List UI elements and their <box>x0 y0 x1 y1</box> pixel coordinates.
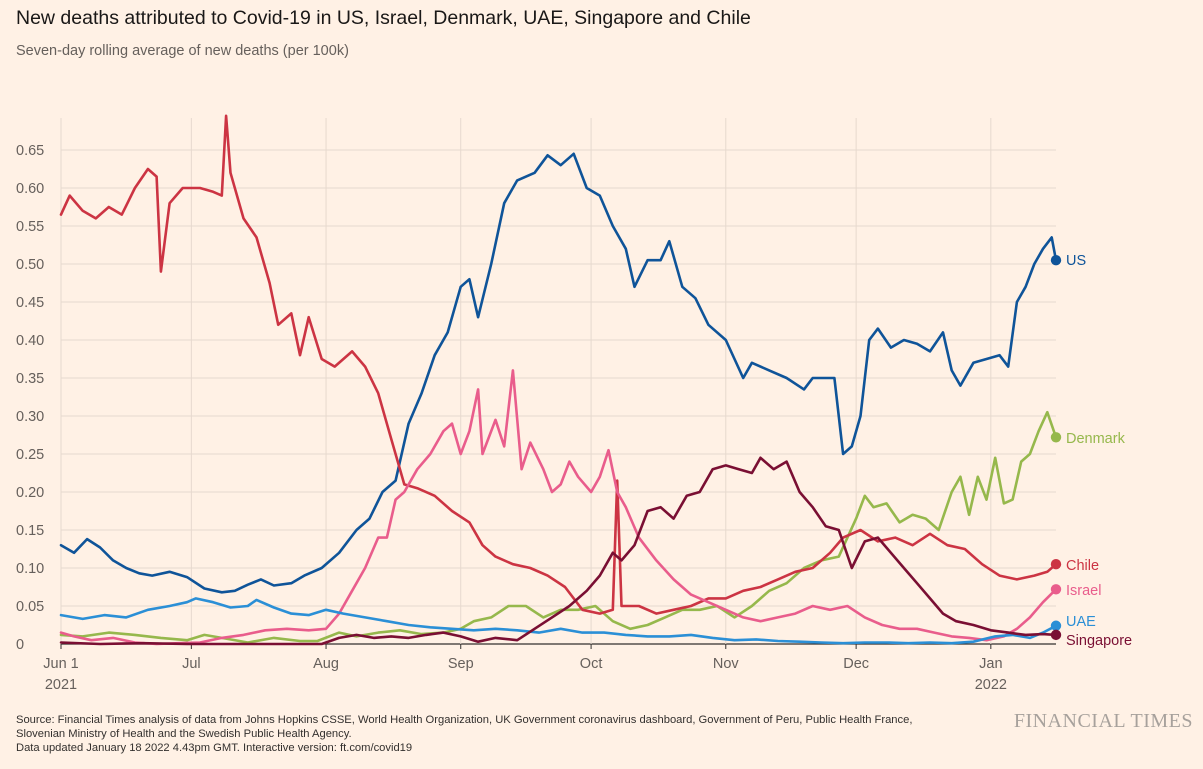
x-tick-label: Dec <box>843 656 869 672</box>
series-label-uae: UAE <box>1066 614 1096 630</box>
y-tick-label: 0.25 <box>16 447 44 463</box>
end-markers <box>1050 255 1062 641</box>
source-note-continued: Slovenian Ministry of Health and the Swe… <box>16 728 352 740</box>
axes: 0 0.05 0.10 0.15 0.20 0.25 0.30 0.35 0.40 0.45 0.5… <box>16 143 1007 693</box>
update-note: Data updated January 18 2022 4.43pm GMT.… <box>16 742 413 754</box>
y-tick-label: 0 <box>16 637 24 653</box>
y-tick-label: 0.20 <box>16 485 44 501</box>
x-tick-year-label: 2022 <box>975 677 1007 693</box>
chart-subtitle: Seven-day rolling average of new deaths … <box>16 43 349 59</box>
source-note: Source: Financial Times analysis of data… <box>16 714 913 726</box>
y-tick-label: 0.60 <box>16 181 44 197</box>
y-tick-label: 0.35 <box>16 371 44 387</box>
y-tick-label: 0.55 <box>16 219 44 235</box>
x-tick-label: Oct <box>580 656 603 672</box>
series-label-singapore: Singapore <box>1066 633 1132 649</box>
series-label-israel: Israel <box>1066 583 1101 599</box>
series-lines <box>59 114 1058 646</box>
series-line-chile <box>59 114 1058 615</box>
y-tick-label: 0.10 <box>16 561 44 577</box>
end-marker-uae <box>1050 620 1062 631</box>
y-tick-label: 0.30 <box>16 409 44 425</box>
x-tick-label: Nov <box>713 656 740 672</box>
x-tick-label: Jan <box>979 656 1002 672</box>
x-tick-label: Aug <box>313 656 339 672</box>
y-tick-label: 0.45 <box>16 295 44 311</box>
y-tick-label: 0.15 <box>16 523 44 539</box>
series-label-chile: Chile <box>1066 558 1099 574</box>
series-line-singapore <box>59 456 1058 646</box>
y-tick-label: 0.05 <box>16 599 44 615</box>
y-tick-label: 0.40 <box>16 333 44 349</box>
end-marker-singapore <box>1050 629 1062 641</box>
series-line-us <box>59 152 1058 594</box>
y-tick-label: 0.65 <box>16 143 44 159</box>
series-line-denmark <box>59 410 1058 644</box>
end-marker-israel <box>1050 584 1062 595</box>
chart-footer: Source: Financial Times analysis of data… <box>16 713 976 755</box>
x-tick-label: Sep <box>448 656 474 672</box>
x-tick-label: Jul <box>182 656 201 672</box>
grid <box>60 118 1056 645</box>
end-marker-chile <box>1050 559 1062 570</box>
chart-title: New deaths attributed to Covid-19 in US,… <box>16 7 751 29</box>
y-tick-label: 0.50 <box>16 257 44 273</box>
x-tick-label: Jun 1 <box>43 656 78 672</box>
ft-logo: FINANCIAL TIMES <box>1013 710 1193 732</box>
x-tick-year-label: 2021 <box>45 677 77 693</box>
series-line-uae <box>59 597 1058 645</box>
series-line-israel <box>59 369 1058 646</box>
series-labels: US Denmark Chile Israel UAE Singapore <box>1066 253 1132 649</box>
series-label-denmark: Denmark <box>1066 431 1126 447</box>
end-marker-denmark <box>1050 432 1062 443</box>
series-label-us: US <box>1066 253 1086 269</box>
end-marker-us <box>1050 255 1062 266</box>
